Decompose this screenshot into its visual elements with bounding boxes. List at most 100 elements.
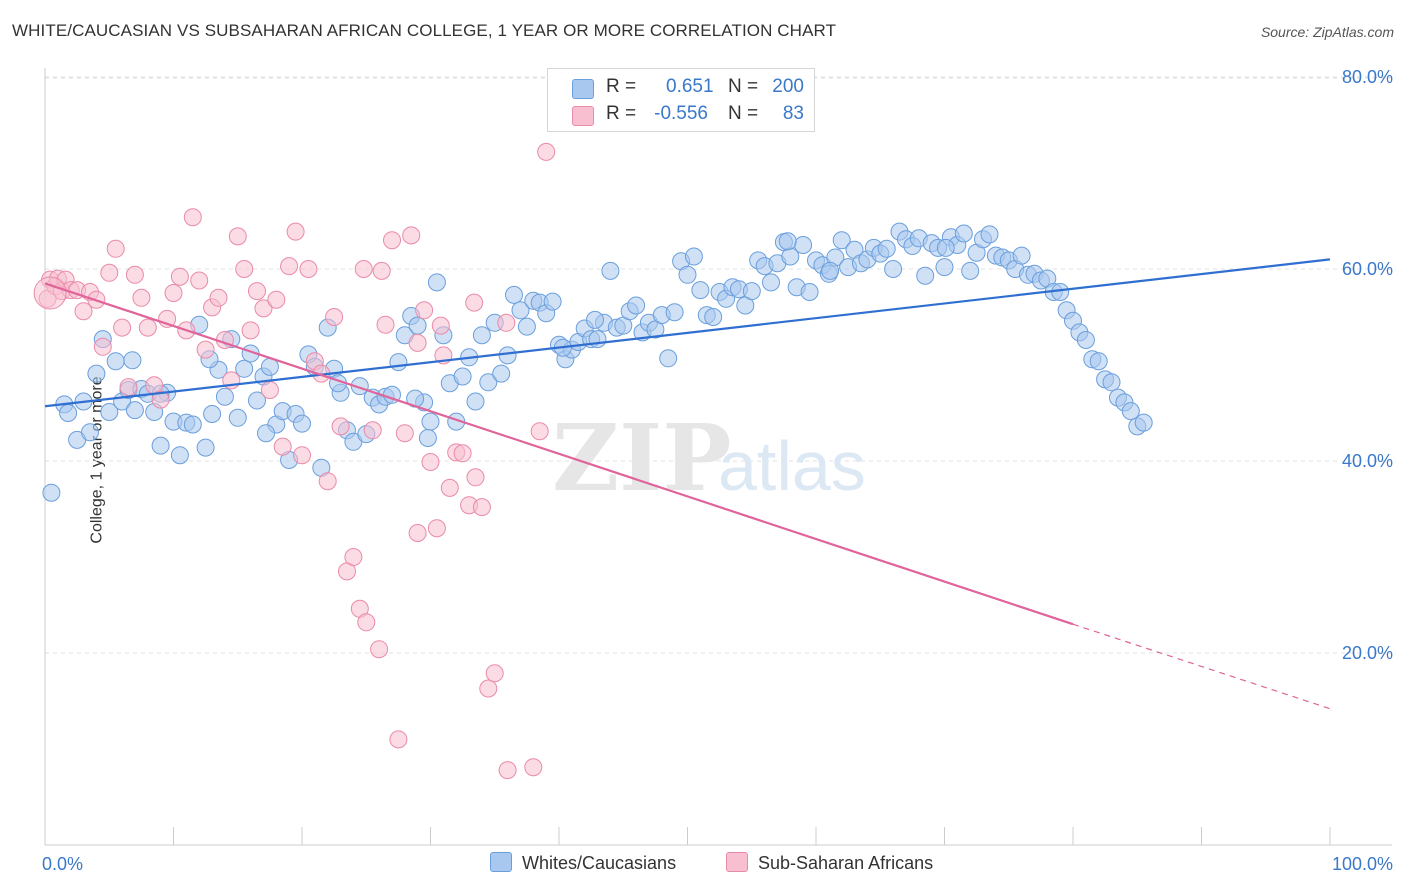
point-whites: [87, 364, 106, 383]
point-africans: [325, 308, 344, 326]
legend-swatch-whites: [572, 79, 594, 99]
point-whites: [704, 308, 723, 326]
point-africans: [254, 299, 273, 318]
point-whites: [1089, 352, 1108, 371]
trendlines: [44, 258, 1331, 710]
watermark-zip: ZIP: [552, 404, 731, 512]
point-whites: [100, 403, 119, 421]
point-whites: [505, 285, 523, 304]
point-whites: [794, 236, 813, 254]
point-africans: [453, 444, 472, 463]
point-whites: [106, 352, 125, 371]
point-africans: [383, 231, 401, 250]
chart-title: WHITE/CAUCASIAN VS SUBSAHARAN AFRICAN CO…: [12, 21, 837, 40]
point-whites: [228, 408, 247, 427]
point-africans: [530, 422, 549, 441]
point-africans: [151, 390, 170, 409]
point-africans: [485, 664, 504, 683]
point-africans: [241, 321, 260, 340]
point-whites: [586, 310, 604, 329]
point-africans: [408, 333, 427, 352]
point-whites: [1134, 413, 1153, 432]
point-africans: [465, 293, 484, 312]
point-africans: [293, 446, 311, 465]
point-africans: [164, 284, 183, 302]
point-africans: [427, 519, 446, 538]
point-africans: [183, 208, 202, 227]
point-whites: [257, 424, 275, 443]
point-whites: [678, 265, 697, 284]
legend-row-africans: R = -0.556 N = 83: [548, 102, 814, 130]
point-whites: [479, 373, 498, 392]
legend-n-value-africans: 83: [782, 103, 804, 124]
point-africans: [318, 472, 337, 491]
legend-n-label: N =: [728, 76, 759, 97]
point-africans: [376, 315, 395, 334]
legend-n-value-whites: 200: [772, 76, 804, 97]
y-tick-label: 80.0%: [1342, 67, 1393, 87]
point-whites: [42, 483, 61, 502]
point-africans: [466, 468, 485, 487]
point-whites: [59, 404, 78, 422]
point-africans: [497, 313, 516, 332]
point-whites: [196, 438, 215, 457]
trendline-whites: [44, 258, 1331, 408]
point-africans: [228, 227, 247, 246]
point-whites: [954, 224, 973, 243]
point-africans: [415, 301, 434, 320]
point-africans: [196, 340, 215, 359]
bottom-legend-africans: Sub-Saharan Africans: [726, 852, 933, 874]
point-whites: [427, 273, 446, 292]
data-points: [33, 142, 1153, 780]
point-whites: [588, 330, 607, 349]
point-africans: [331, 417, 350, 436]
point-whites: [821, 261, 840, 280]
point-africans: [408, 524, 427, 542]
point-africans: [260, 381, 279, 399]
source-label: Source: ZipAtlas.com: [1260, 24, 1394, 40]
point-whites: [936, 238, 955, 257]
point-africans: [344, 548, 363, 566]
point-africans: [119, 378, 138, 397]
point-whites: [511, 301, 530, 320]
point-whites: [800, 283, 819, 301]
legend-swatch-africans: [572, 106, 594, 126]
y-tick-label: 20.0%: [1342, 643, 1393, 663]
point-africans: [190, 271, 209, 290]
bottom-legend-swatch-whites: [490, 852, 512, 872]
point-africans: [537, 142, 556, 161]
point-africans: [125, 265, 144, 284]
point-whites: [183, 415, 202, 434]
point-africans: [286, 222, 305, 241]
point-whites: [123, 351, 142, 370]
point-whites: [1012, 246, 1031, 265]
point-africans: [498, 761, 517, 780]
point-africans: [402, 226, 421, 245]
point-africans: [100, 263, 119, 282]
point-africans: [267, 290, 286, 309]
y-tick-label: 40.0%: [1342, 451, 1393, 471]
bottom-legend-swatch-africans: [726, 852, 748, 872]
point-whites: [1076, 331, 1095, 349]
point-africans: [389, 730, 408, 749]
point-whites: [1121, 402, 1140, 421]
legend-r-value-whites: 0.651: [666, 76, 714, 97]
point-whites: [492, 364, 511, 383]
point-whites: [248, 391, 266, 410]
point-whites: [762, 273, 780, 292]
point-whites: [961, 261, 980, 280]
point-africans: [299, 260, 318, 278]
point-whites: [684, 247, 703, 266]
point-whites: [203, 405, 222, 423]
point-africans: [524, 758, 543, 777]
point-africans: [372, 261, 391, 280]
point-whites: [293, 414, 311, 433]
point-whites: [935, 258, 954, 277]
point-whites: [421, 412, 440, 431]
point-whites: [235, 359, 254, 378]
legend-row-whites: R = 0.651 N = 200: [548, 75, 814, 103]
watermark: ZIP atlas: [552, 404, 866, 512]
point-whites: [916, 266, 935, 285]
point-whites: [980, 225, 999, 244]
